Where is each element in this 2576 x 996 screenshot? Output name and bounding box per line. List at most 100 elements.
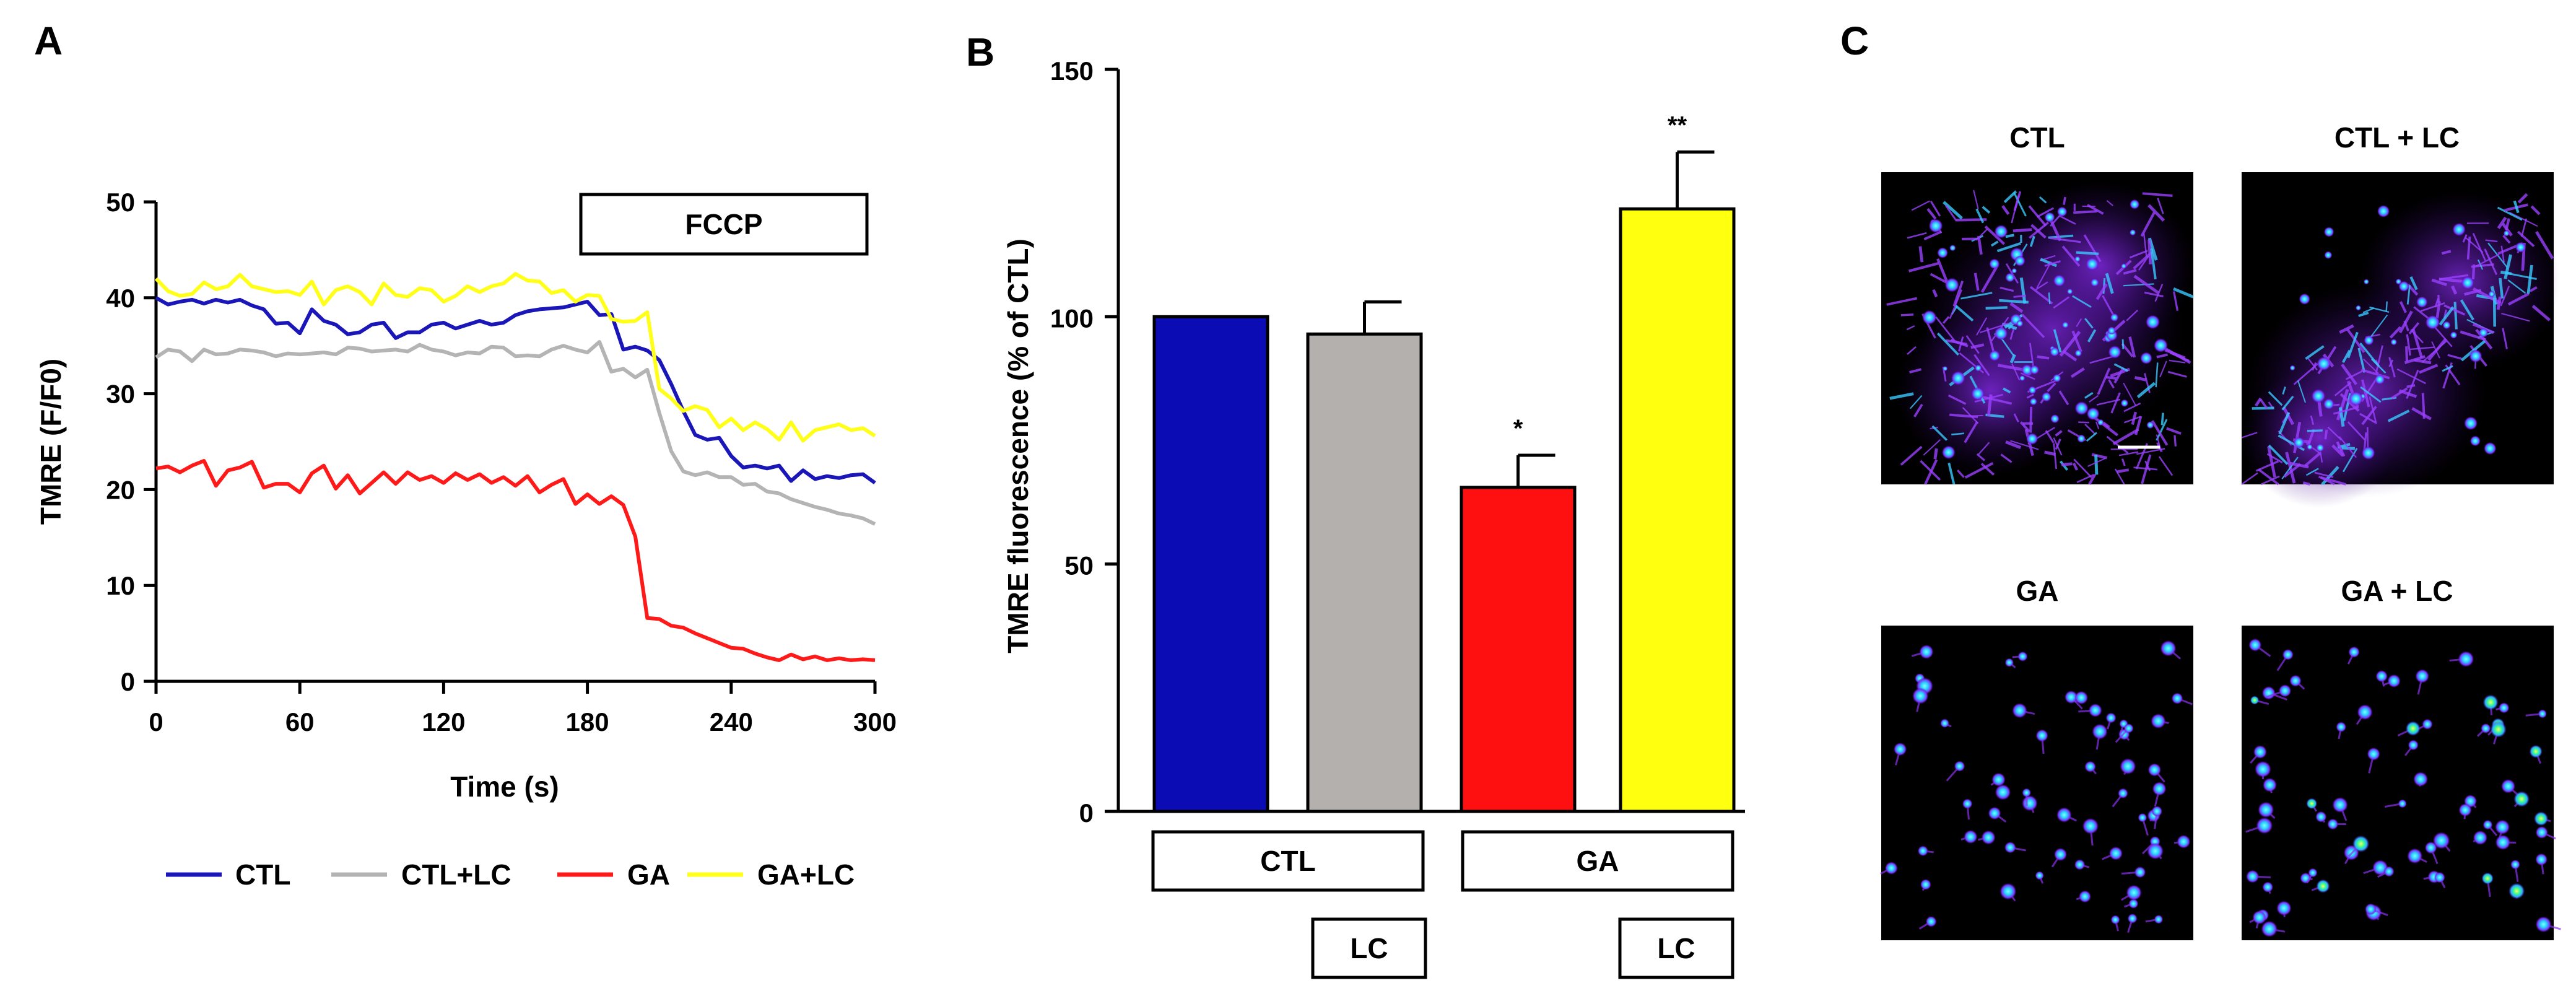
legend-ga-lc-label: GA+LC — [757, 858, 855, 891]
mitochondria-fiber — [2447, 354, 2462, 360]
bright-spot — [2130, 199, 2140, 209]
mitochondria-fiber — [2361, 406, 2377, 426]
mitochondria-fiber — [2050, 220, 2062, 242]
cell-body — [2123, 723, 2134, 733]
cell-body — [2482, 694, 2499, 710]
bright-spot — [2146, 421, 2154, 429]
bright-spot — [2077, 434, 2086, 443]
cell-body — [1962, 798, 1973, 809]
mitochondria-fiber — [2338, 407, 2345, 427]
bright-spot — [2050, 347, 2060, 357]
mitochondria-fiber — [1990, 240, 1999, 247]
mitochondria-fiber — [1930, 273, 1949, 284]
panel-a-y-tick-label: 0 — [121, 667, 135, 696]
bright-spot — [2011, 268, 2017, 274]
cell-body — [1995, 784, 2011, 800]
bright-spot — [2503, 230, 2510, 237]
cell-body — [2088, 703, 2102, 717]
cell-body — [2398, 799, 2407, 808]
mitochondria-fiber — [2499, 277, 2504, 299]
cell-body — [2387, 674, 2401, 688]
bright-spot — [1971, 387, 1985, 401]
mitochondria-fiber — [1918, 246, 1924, 263]
cell-body — [1988, 806, 2001, 820]
mitochondria-fiber — [2073, 458, 2092, 478]
cell-body — [2336, 722, 2347, 733]
mitochondria-fiber — [2076, 251, 2099, 255]
bright-spot — [2450, 331, 2458, 339]
mitochondria-fiber — [2114, 468, 2125, 485]
cell-body — [2458, 803, 2472, 817]
mitochondria-fiber — [2133, 466, 2158, 471]
mitochondria-fiber — [1913, 403, 1923, 417]
bar-ga-lc — [1619, 207, 1736, 813]
mitochondria-fiber — [1924, 459, 1938, 485]
mitochondria-fiber — [1930, 201, 1941, 217]
mitochondria-fiber — [2259, 398, 2268, 409]
mitochondria-fiber — [2267, 446, 2276, 478]
fccp-label: FCCP — [685, 208, 762, 240]
lc-box-2 — [1618, 917, 1734, 979]
mitochondria-fiber — [2156, 353, 2169, 359]
mitochondria-fiber — [2281, 395, 2294, 411]
mitochondria-fiber — [2110, 392, 2121, 414]
bright-spot — [2041, 391, 2052, 402]
mitochondria-fiber — [2414, 358, 2432, 365]
mitochondria-fiber — [2072, 295, 2092, 308]
mitochondria-fiber — [2485, 239, 2498, 243]
panel-a-x-tick-label: 240 — [710, 707, 753, 736]
mitochondria-fiber — [2095, 283, 2108, 300]
cell-body — [1991, 772, 2006, 787]
panel-a-x-label: Time (s) — [450, 771, 559, 803]
mitochondria-fiber — [2358, 312, 2369, 317]
mitochondria-fiber — [2310, 415, 2315, 426]
mitochondria-fiber — [2252, 406, 2274, 410]
cell-body — [2147, 763, 2162, 777]
cell-body — [2458, 650, 2474, 668]
mitochondria-fiber — [2012, 228, 2032, 233]
mitochondria-fiber — [2123, 402, 2141, 413]
mitochondria-fiber — [2147, 239, 2152, 264]
mitochondria-fiber — [1954, 304, 1974, 322]
mitochondria-fiber — [1936, 332, 1960, 356]
bright-spot — [2145, 315, 2160, 330]
bright-spot — [2469, 349, 2482, 363]
cell-body — [2432, 832, 2450, 849]
mitochondria-fiber — [2088, 473, 2097, 486]
cell-body — [2074, 859, 2086, 870]
cell-body — [2134, 866, 2146, 878]
mitochondria-fiber — [2484, 248, 2498, 276]
mitochondria-fiber — [2020, 372, 2035, 380]
cell-body — [2261, 686, 2276, 700]
mitochondria-fiber — [1982, 206, 1991, 214]
bright-spot — [2097, 419, 2104, 426]
cell-body — [2352, 835, 2370, 853]
mitochondria-fiber — [2327, 426, 2342, 441]
bright-spot — [2074, 256, 2081, 263]
bright-spot — [2364, 279, 2369, 285]
mitochondria-fiber — [2005, 234, 2014, 238]
mitochondria-fiber — [2136, 382, 2156, 398]
panel-c-micrographs: CTL CTL + LC GA GA + LC — [1880, 121, 2561, 940]
panel-a-x-tick-label: 300 — [853, 707, 897, 736]
cell-body — [2367, 747, 2380, 761]
mitochondria-fiber — [1908, 262, 1939, 273]
cell-body — [1920, 879, 1931, 890]
mitochondria-fiber — [2086, 204, 2104, 215]
mitochondria-fiber — [1950, 339, 1969, 347]
bright-spot — [2108, 345, 2121, 359]
bright-spot — [1949, 245, 1956, 251]
panel-a-x-tick-label: 60 — [285, 707, 315, 736]
bright-spot — [1975, 364, 1982, 372]
line-series-ctl — [155, 296, 876, 485]
mitochondria-fiber — [2106, 435, 2129, 454]
mitochondria-fiber — [1889, 392, 1914, 400]
cell-body — [2253, 745, 2267, 759]
mitochondria-fiber — [2419, 364, 2439, 374]
cell-body — [1893, 742, 1907, 756]
mitochondria-fiber — [2155, 362, 2159, 388]
group-box-ctl-label: CTL — [1260, 845, 1315, 877]
mitochondria-fiber — [2501, 312, 2530, 322]
bright-spot — [2324, 251, 2333, 260]
mitochondria-fiber — [2465, 237, 2484, 253]
